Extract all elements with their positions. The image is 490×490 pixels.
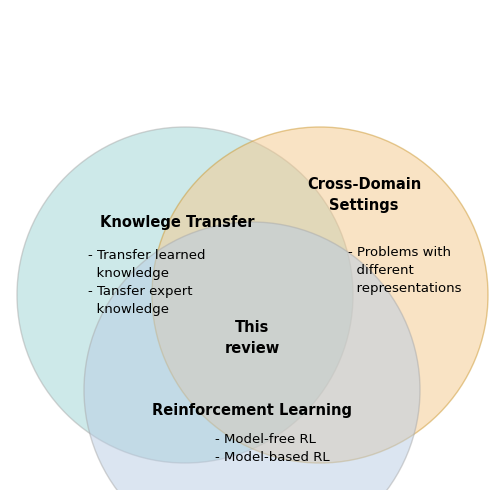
Text: - Model-free RL
- Model-based RL: - Model-free RL - Model-based RL [215, 433, 330, 464]
Circle shape [152, 127, 488, 463]
Text: This
review: This review [224, 320, 280, 356]
Text: Knowlege Transfer: Knowlege Transfer [100, 215, 254, 229]
Text: Reinforcement Learning: Reinforcement Learning [152, 402, 352, 417]
Text: - Transfer learned
  knowledge
- Tansfer expert
  knowledge: - Transfer learned knowledge - Tansfer e… [88, 248, 205, 316]
Text: Cross-Domain
Settings: Cross-Domain Settings [307, 177, 421, 213]
Circle shape [17, 127, 353, 463]
Text: - Problems with
  different
  representations: - Problems with different representation… [348, 245, 462, 294]
Circle shape [84, 222, 420, 490]
